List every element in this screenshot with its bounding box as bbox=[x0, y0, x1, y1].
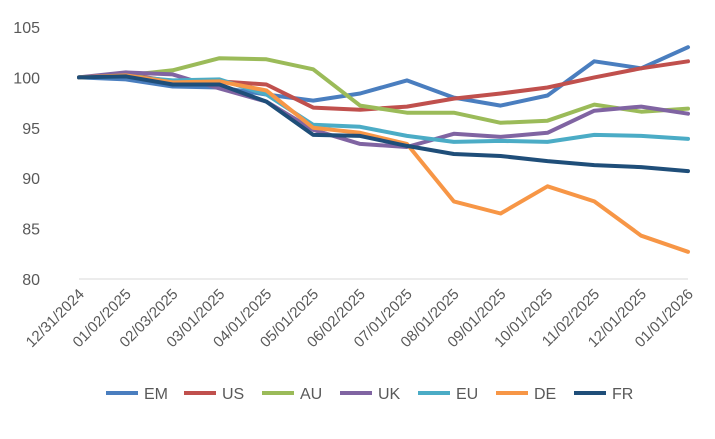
legend-item-uk: UK bbox=[340, 386, 401, 403]
y-axis: 80 85 90 95 100 105 bbox=[13, 20, 40, 289]
series-line-fr bbox=[77, 74, 690, 174]
y-tick-label: 95 bbox=[22, 121, 40, 138]
legend-label: AU bbox=[300, 386, 322, 403]
legend-item-fr: FR bbox=[574, 386, 633, 403]
legend-label: US bbox=[222, 386, 244, 403]
y-tick-label: 105 bbox=[13, 20, 40, 37]
legend-label: FR bbox=[612, 386, 633, 403]
legend-item-au: AU bbox=[262, 386, 322, 403]
legend-label: EU bbox=[456, 386, 478, 403]
series-line-em bbox=[77, 45, 690, 108]
legend-item-em: EM bbox=[106, 386, 168, 403]
y-tick-label: 80 bbox=[22, 272, 40, 289]
legend-item-us: US bbox=[184, 386, 244, 403]
legend-label: DE bbox=[534, 386, 556, 403]
series-line-uk bbox=[77, 70, 690, 149]
y-tick-label: 85 bbox=[22, 222, 40, 239]
series-line-au bbox=[77, 56, 690, 125]
legend-item-eu: EU bbox=[418, 386, 478, 403]
legend-item-de: DE bbox=[496, 386, 556, 403]
series-line-de bbox=[77, 73, 690, 254]
y-tick-label: 90 bbox=[22, 171, 40, 188]
legend-label: EM bbox=[144, 386, 168, 403]
y-tick-label: 100 bbox=[13, 70, 40, 87]
legend-label: UK bbox=[378, 386, 401, 403]
x-axis: 12/31/202401/02/202502/03/202503/01/2025… bbox=[23, 278, 697, 351]
legend: EM US AU UK EU DE FR bbox=[106, 386, 633, 403]
plot-area bbox=[77, 45, 690, 254]
